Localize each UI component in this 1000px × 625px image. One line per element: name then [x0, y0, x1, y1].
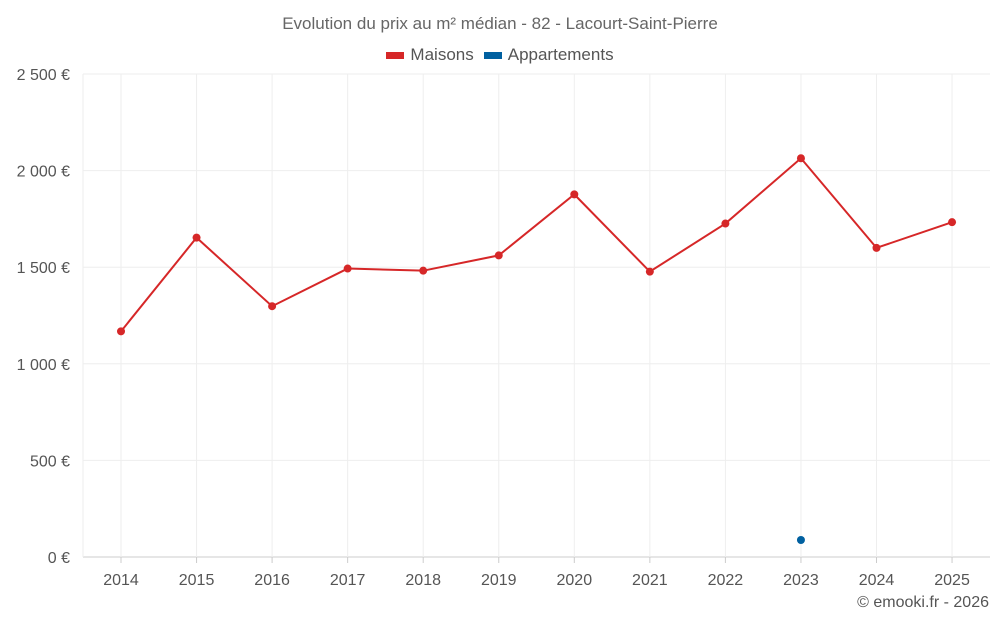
x-tick-label: 2024: [859, 572, 895, 589]
legend-swatch-appartements: [483, 51, 502, 59]
x-tick-label: 2014: [103, 572, 139, 589]
legend-label-maisons: Maisons: [410, 45, 474, 64]
y-tick-label: 500 €: [30, 453, 70, 470]
legend-label-appartements: Appartements: [507, 45, 614, 64]
data-point-maisons[interactable]: [570, 190, 579, 199]
legend-item-maisons[interactable]: Maisons: [386, 45, 474, 65]
legend-swatch-maisons: [386, 51, 405, 59]
x-tick-label: 2018: [405, 572, 441, 589]
data-point-maisons[interactable]: [948, 218, 957, 227]
y-tick-label: 0 €: [48, 550, 70, 567]
data-point-maisons[interactable]: [872, 243, 881, 252]
y-tick-label: 1 000 €: [17, 357, 70, 374]
y-tick-label: 2 500 €: [17, 67, 70, 84]
y-tick-label: 1 500 €: [17, 260, 70, 277]
credit-text: © emooki.fr - 2026: [857, 594, 989, 611]
x-tick-label: 2020: [557, 572, 593, 589]
data-point-maisons[interactable]: [796, 154, 805, 163]
x-tick-label: 2025: [934, 572, 970, 589]
data-point-maisons[interactable]: [268, 302, 277, 311]
x-tick-label: 2015: [179, 572, 215, 589]
data-point-appartements[interactable]: [796, 535, 805, 544]
series-line-maisons: [120, 156, 953, 332]
legend-item-appartements[interactable]: Appartements: [483, 45, 614, 65]
x-tick-label: 2023: [783, 572, 819, 589]
data-point-maisons[interactable]: [721, 219, 730, 228]
data-point-maisons[interactable]: [419, 266, 428, 275]
x-tick-label: 2021: [632, 572, 668, 589]
x-tick-label: 2016: [254, 572, 290, 589]
data-point-maisons[interactable]: [343, 264, 352, 273]
data-point-maisons[interactable]: [645, 267, 654, 276]
legend: Maisons Appartements: [0, 45, 1000, 65]
y-tick-label: 2 000 €: [17, 164, 70, 181]
x-tick-label: 2019: [481, 572, 517, 589]
x-tick-label: 2022: [708, 572, 744, 589]
x-tick-label: 2017: [330, 572, 366, 589]
data-point-maisons[interactable]: [117, 327, 125, 336]
data-point-maisons[interactable]: [494, 251, 503, 260]
data-point-maisons[interactable]: [192, 233, 201, 242]
chart-title: Evolution du prix au m² médian - 82 - La…: [282, 14, 718, 33]
